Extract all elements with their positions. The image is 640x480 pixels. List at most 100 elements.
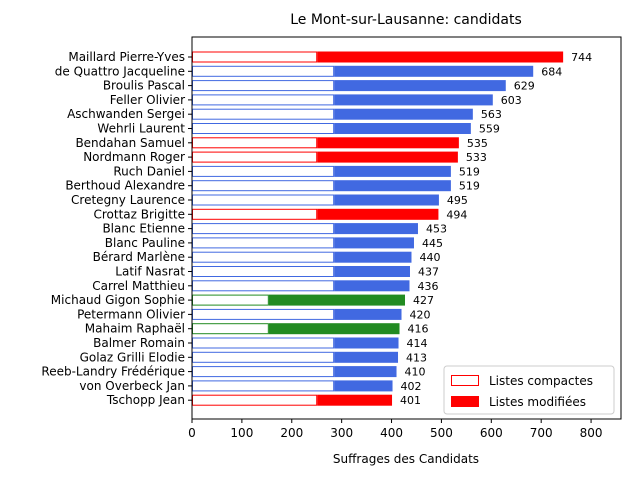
y-tick-label-tschopp-jean: Tschopp Jean [106, 393, 185, 407]
bar-compact-de-quattro-jacqueline [192, 65, 335, 77]
bar-modified-von-overbeck-jan [334, 380, 393, 392]
y-tick-label-mahaim-raphael: Mahaim Raphaël [85, 322, 185, 336]
value-label-berthoud-alexandre: 519 [459, 180, 480, 193]
bar-modified-blanc-pauline [334, 237, 414, 249]
value-label-latif-nasrat: 437 [418, 266, 439, 279]
y-tick-label-blanc-pauline: Blanc Pauline [105, 236, 185, 250]
bar-compact-wehrli-laurent [192, 123, 335, 134]
bar-modified-carrel-matthieu [334, 280, 410, 292]
y-tick-label-feller-olivier: Feller Olivier [110, 93, 185, 107]
y-tick-label-crottaz-brigitte: Crottaz Brigitte [93, 207, 185, 221]
x-tick-label-500: 500 [430, 426, 453, 440]
value-label-tschopp-jean: 401 [400, 394, 421, 407]
x-axis: 0 100 200 300 400 500 600 700 800 [188, 419, 603, 440]
bar-modified-berard-marlene [334, 251, 412, 263]
x-tick-label-800: 800 [580, 426, 603, 440]
bar-compact-ruch-daniel [192, 165, 335, 177]
legend: Listes compactes Listes modifiées [443, 365, 615, 415]
x-tick-label-0: 0 [188, 426, 196, 440]
x-tick-label-300: 300 [330, 426, 353, 440]
value-label-blanc-etienne: 453 [426, 223, 447, 236]
bar-modified-reeb-landry-frederique [334, 366, 397, 378]
y-tick-label-berthoud-alexandre: Berthoud Alexandre [65, 179, 185, 193]
bar-modified-wehrli-laurent [334, 123, 471, 134]
bar-modified-latif-nasrat [334, 266, 410, 277]
bar-compact-mahaim-raphael [192, 323, 269, 335]
y-tick-label-bendahan-samuel: Bendahan Samuel [75, 136, 185, 150]
y-tick-label-broulis-pascal: Broulis Pascal [103, 79, 185, 93]
bar-compact-petermann-olivier [192, 308, 335, 320]
bar-modified-petermann-olivier [334, 308, 402, 320]
value-label-de-quattro-jacqueline: 684 [541, 65, 562, 78]
y-tick-label-reeb-landry-frederique: Reeb-Landry Frédérique [41, 365, 185, 379]
bar-modified-ruch-daniel [334, 165, 451, 177]
bar-compact-reeb-landry-frederique [192, 366, 335, 378]
bar-compact-bendahan-samuel [192, 137, 318, 149]
bar-compact-michaud-gigon-sophie [192, 294, 269, 306]
bar-compact-blanc-etienne [192, 223, 335, 235]
bar-compact-berthoud-alexandre [192, 180, 335, 192]
bar-modified-aschwanden-sergei [334, 108, 473, 120]
bar-modified-mahaim-raphael [268, 323, 400, 335]
bar-compact-blanc-pauline [192, 237, 335, 249]
value-label-broulis-pascal: 629 [514, 80, 535, 93]
x-tick-label-600: 600 [480, 426, 503, 440]
x-tick-label-100: 100 [230, 426, 253, 440]
bar-compact-latif-nasrat [192, 266, 335, 277]
bar-compact-tschopp-jean [192, 394, 318, 406]
y-tick-label-michaud-gigon-sophie: Michaud Gigon Sophie [51, 293, 185, 307]
bar-modified-blanc-etienne [334, 223, 418, 235]
bar-modified-golaz-grilli-elodie [334, 351, 399, 363]
bar-modified-broulis-pascal [334, 80, 506, 92]
bar-modified-cretegny-laurence [334, 194, 439, 206]
value-label-aschwanden-sergei: 563 [481, 108, 502, 121]
y-tick-label-petermann-olivier: Petermann Olivier [77, 307, 185, 321]
y-tick-label-blanc-etienne: Blanc Etienne [102, 222, 185, 236]
value-label-golaz-grilli-elodie: 413 [406, 351, 427, 364]
y-tick-label-wehrli-laurent: Wehrli Laurent [97, 122, 185, 136]
y-tick-label-nordmann-roger: Nordmann Roger [83, 150, 185, 164]
y-tick-label-latif-nasrat: Latif Nasrat [115, 265, 185, 279]
value-label-wehrli-laurent: 559 [479, 123, 500, 136]
value-label-nordmann-roger: 533 [466, 151, 487, 164]
value-label-mahaim-raphael: 416 [408, 323, 429, 336]
y-tick-label-carrel-matthieu: Carrel Matthieu [92, 279, 185, 293]
bar-compact-crottaz-brigitte [192, 208, 318, 220]
value-label-balmer-romain: 414 [407, 337, 428, 350]
bar-compact-aschwanden-sergei [192, 108, 335, 120]
legend-label-outline: Listes compactes [489, 374, 593, 388]
bar-compact-von-overbeck-jan [192, 380, 335, 392]
value-label-maillard-pierre-yves: 744 [571, 51, 592, 64]
value-label-michaud-gigon-sophie: 427 [413, 294, 434, 307]
value-label-von-overbeck-jan: 402 [401, 380, 422, 393]
x-axis-label: Suffrages des Candidats [333, 452, 479, 466]
plot-frame [191, 36, 622, 420]
y-tick-label-berard-marlene: Bérard Marlène [93, 250, 185, 264]
value-label-reeb-landry-frederique: 410 [405, 366, 426, 379]
bar-compact-feller-olivier [192, 94, 335, 106]
value-label-ruch-daniel: 519 [459, 165, 480, 178]
value-label-crottaz-brigitte: 494 [446, 208, 467, 221]
bar-modified-feller-olivier [334, 94, 493, 106]
value-label-bendahan-samuel: 535 [467, 137, 488, 150]
bar-compact-balmer-romain [192, 337, 335, 349]
bar-modified-nordmann-roger [317, 151, 458, 163]
bar-compact-broulis-pascal [192, 80, 335, 92]
legend-swatch-filled [451, 396, 479, 407]
bar-modified-balmer-romain [334, 337, 399, 349]
bar-modified-berthoud-alexandre [334, 180, 451, 192]
legend-swatch-outline [451, 375, 479, 386]
value-labels: 7446846296035635595355335195194954944534… [400, 51, 592, 407]
bar-compact-carrel-matthieu [192, 280, 335, 292]
y-tick-label-maillard-pierre-yves: Maillard Pierre-Yves [68, 50, 185, 64]
y-tick-label-ruch-daniel: Ruch Daniel [113, 164, 185, 178]
y-tick-label-cretegny-laurence: Cretegny Laurence [71, 193, 185, 207]
bar-modified-crottaz-brigitte [317, 208, 439, 220]
bar-modified-michaud-gigon-sophie [268, 294, 406, 306]
legend-box [443, 365, 615, 415]
bar-modified-maillard-pierre-yves [317, 51, 564, 63]
y-tick-label-balmer-romain: Balmer Romain [93, 336, 185, 350]
x-tick-label-200: 200 [280, 426, 303, 440]
